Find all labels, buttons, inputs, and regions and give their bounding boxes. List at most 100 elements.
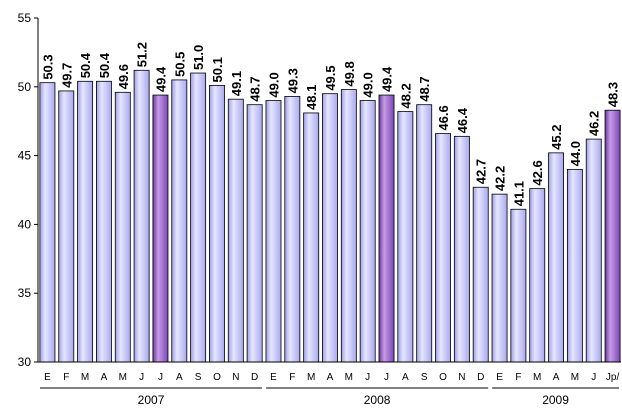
- data-label: 49.5: [323, 65, 338, 90]
- data-label: 48.7: [248, 76, 263, 101]
- x-tick-label: J: [591, 372, 596, 383]
- bar: [566, 168, 583, 363]
- data-label: 46.2: [587, 111, 602, 136]
- year-label: 2007: [138, 393, 165, 407]
- x-tick-label: F: [289, 372, 295, 383]
- data-label: 48.7: [417, 76, 432, 101]
- bar: [284, 96, 301, 363]
- bar: [58, 90, 75, 363]
- bar: [77, 80, 94, 363]
- y-tick-label: 50: [18, 80, 32, 94]
- y-tick-label: 55: [18, 11, 32, 25]
- x-tick-label: N: [458, 372, 465, 383]
- data-label: 50.3: [40, 54, 55, 79]
- data-label: 49.8: [342, 61, 357, 86]
- data-label: 45.2: [549, 125, 564, 150]
- data-label: 49.7: [59, 63, 74, 88]
- x-tick-label: M: [345, 372, 353, 383]
- data-label: 42.6: [530, 160, 545, 185]
- x-tick-label: Jp/: [606, 372, 620, 383]
- data-labels: 50.3 49.7 50.4 50.4 49.651.249.450.5 51.0 50.1…: [40, 42, 620, 206]
- x-tick-label: J: [139, 372, 144, 383]
- bar: [548, 152, 565, 363]
- bar: [96, 80, 112, 363]
- data-label: 50.4: [97, 52, 112, 78]
- data-label: 51.0: [191, 45, 206, 70]
- x-tick-label: E: [44, 372, 51, 383]
- data-label: 48.1: [304, 85, 319, 110]
- data-label: 50.1: [210, 57, 225, 82]
- bar: [171, 79, 188, 363]
- y-tick-label: 40: [18, 217, 32, 231]
- data-label: 50.4: [78, 52, 93, 78]
- bar: [359, 100, 376, 363]
- x-tick-label: E: [496, 372, 503, 383]
- x-tick-label: S: [195, 372, 202, 383]
- x-tick-label: M: [571, 372, 579, 383]
- bars: [39, 69, 621, 363]
- x-tick-label: F: [63, 372, 69, 383]
- bar: [453, 135, 470, 363]
- data-label: 48.2: [398, 83, 413, 108]
- data-label: 49.0: [266, 72, 281, 97]
- y-tick-label: 35: [18, 286, 32, 300]
- bar: [152, 94, 169, 363]
- bar: [322, 93, 338, 363]
- x-tick-label: J: [384, 372, 389, 383]
- x-tick-label: O: [439, 372, 447, 383]
- bar: [472, 186, 489, 363]
- x-tick-label: E: [270, 372, 277, 383]
- data-label: 42.7: [474, 159, 489, 184]
- x-tick-label: M: [81, 372, 89, 383]
- x-tick-label: A: [176, 372, 183, 383]
- bar: [246, 104, 263, 363]
- bar: [378, 94, 395, 363]
- data-label: 49.6: [116, 64, 131, 89]
- bar: [190, 72, 207, 363]
- x-tick-label: A: [402, 372, 409, 383]
- data-label: 44.0: [568, 141, 583, 166]
- y-tick-label: 30: [18, 355, 32, 369]
- year-label: 2009: [542, 393, 569, 407]
- x-tick-label: M: [533, 372, 541, 383]
- x-tick-label: J: [365, 372, 370, 383]
- data-label: 49.4: [380, 66, 395, 92]
- year-label: 2008: [364, 393, 391, 407]
- data-label: 46.6: [436, 105, 451, 130]
- data-label: 42.2: [493, 166, 508, 191]
- y-axis: 30 35 40 45 50 55: [18, 11, 39, 369]
- x-tick-label: O: [213, 372, 221, 383]
- x-tick-label: A: [327, 372, 334, 383]
- data-label: 49.0: [361, 72, 376, 97]
- bar: [340, 89, 357, 363]
- bar: [604, 109, 621, 363]
- x-tick-label: F: [515, 372, 521, 383]
- x-tick-label: S: [421, 372, 428, 383]
- x-tick-label: D: [477, 372, 484, 383]
- x-tick-label: A: [553, 372, 560, 383]
- data-label: 51.2: [135, 42, 150, 67]
- bar: [303, 112, 320, 363]
- data-label: 48.3: [606, 82, 621, 107]
- data-label: 41.1: [511, 181, 526, 206]
- x-tick-label: M: [119, 372, 127, 383]
- data-label: 49.1: [229, 71, 244, 96]
- data-label: 49.3: [285, 68, 300, 93]
- bar: [491, 193, 508, 363]
- bar: [227, 98, 244, 363]
- data-label: 49.4: [153, 66, 168, 92]
- x-tick-label: D: [251, 372, 258, 383]
- bar: [435, 133, 451, 363]
- y-tick-label: 45: [18, 149, 32, 163]
- x-tick-label: A: [101, 372, 108, 383]
- x-tick-label: N: [232, 372, 239, 383]
- bar: [209, 85, 225, 363]
- x-tick-label: M: [307, 372, 315, 383]
- x-axis: E F M A M J J A S O N D E F M A M J J A S O N D E F M A M J Jp/2007 200…: [38, 361, 621, 407]
- data-label: 50.5: [172, 52, 187, 77]
- bar: [39, 82, 56, 363]
- bar: [416, 104, 433, 363]
- bar: [529, 188, 546, 363]
- bar: [585, 138, 602, 363]
